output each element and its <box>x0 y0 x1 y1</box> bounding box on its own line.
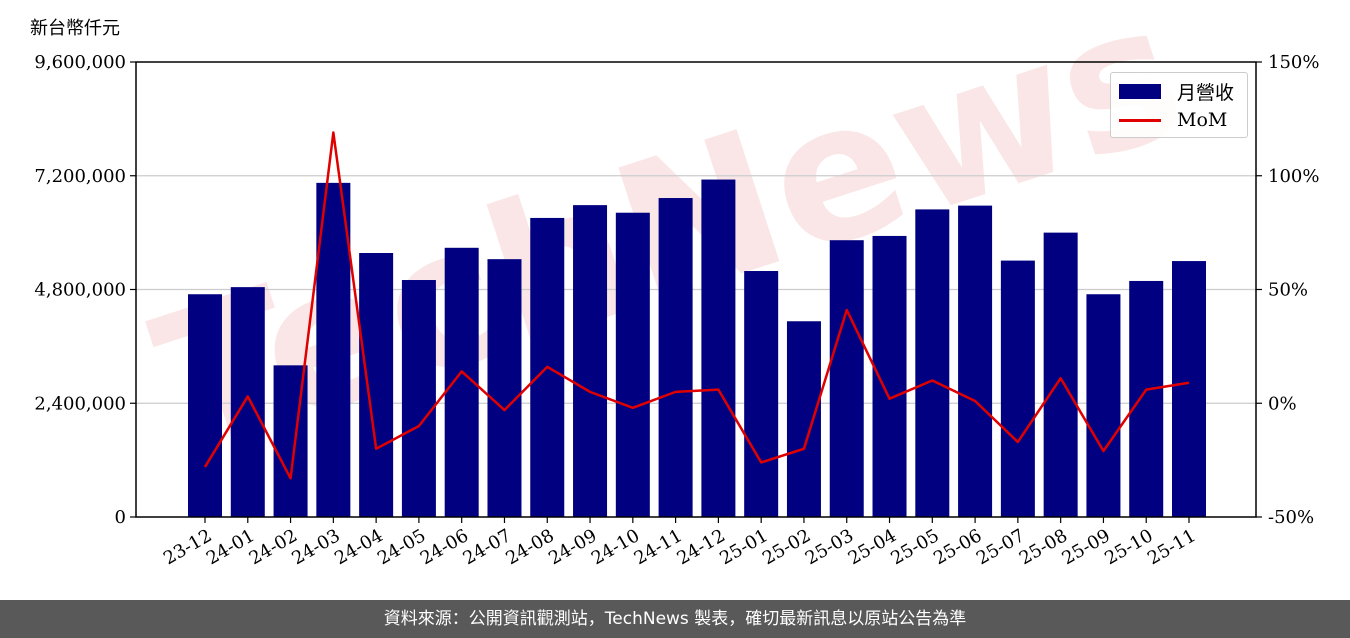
left-tick-label: 7,200,000 <box>34 166 126 187</box>
x-tick-label-25-07: 25-07 <box>973 525 1028 569</box>
x-tick-label-24-07: 24-07 <box>460 525 515 569</box>
revenue-bar-25-06 <box>958 205 993 517</box>
revenue-bar-24-07 <box>487 259 522 517</box>
left-axis: 0 2,400,000 4,800,000 7,200,000 9,600,000 <box>34 52 136 528</box>
legend-item-mom: MoM <box>1119 108 1227 132</box>
x-tick-label-24-04: 24-04 <box>331 525 386 569</box>
revenue-bar-25-03 <box>829 240 864 518</box>
x-tick-label-24-10: 24-10 <box>588 525 643 569</box>
right-tick-label: 50% <box>1268 280 1308 301</box>
legend-line-swatch <box>1119 118 1161 122</box>
right-tick-label: -50% <box>1268 507 1314 528</box>
x-tick-label-24-12: 24-12 <box>673 525 728 569</box>
x-tick-label-25-03: 25-03 <box>802 525 857 569</box>
revenue-bar-25-09 <box>1086 294 1121 517</box>
x-tick-label-23-12: 23-12 <box>160 525 215 569</box>
revenue-bar-24-05 <box>401 280 436 517</box>
revenue-bar-25-01 <box>744 271 779 517</box>
x-tick-label-25-09: 25-09 <box>1058 525 1113 569</box>
revenue-bar-24-12 <box>701 179 736 517</box>
y-axis-unit-label: 新台幣仟元 <box>30 18 120 39</box>
x-tick-label-25-05: 25-05 <box>887 525 942 569</box>
revenue-bar-24-01 <box>230 287 265 517</box>
chart-area: TechNews 02,400,0004,800,0007,200,0009,6… <box>30 0 1319 569</box>
revenue-bar-25-07 <box>1000 260 1035 517</box>
mom-line <box>203 131 1190 480</box>
x-axis: 23-1224-0124-0224-0324-0424-0524-0624-07… <box>160 517 1200 569</box>
revenue-bar-24-04 <box>359 253 394 518</box>
x-tick-label-25-11: 25-11 <box>1144 525 1199 569</box>
left-tick-label: 0 <box>115 507 126 528</box>
bar-series <box>188 179 1206 518</box>
source-footer: 資料來源：公開資訊觀測站，TechNews 製表，確切最新訊息以原站公告為準 <box>0 600 1350 638</box>
x-tick-label-24-03: 24-03 <box>288 525 343 569</box>
x-tick-label-25-08: 25-08 <box>1016 525 1071 569</box>
x-tick-label-24-06: 24-06 <box>417 525 472 569</box>
legend: 月營收 MoM <box>1110 72 1248 138</box>
legend-bar-swatch <box>1119 83 1161 99</box>
revenue-bar-24-09 <box>573 205 608 517</box>
revenue-bar-25-11 <box>1172 261 1206 517</box>
x-tick-label-25-01: 25-01 <box>716 525 771 569</box>
revenue-bar-25-02 <box>786 321 821 517</box>
revenue-chart: TechNews 02,400,0004,800,0007,200,0009,6… <box>34 0 1319 569</box>
x-tick-label-25-04: 25-04 <box>845 525 900 569</box>
right-axis: -50% 0% 50% 100% 150% <box>1256 52 1319 528</box>
left-tick-label: 9,600,000 <box>34 52 126 73</box>
x-tick-label-25-06: 25-06 <box>930 525 985 569</box>
legend-item-revenue: 月營收 <box>1119 79 1235 104</box>
revenue-bar-24-03 <box>316 182 351 517</box>
left-tick-label: 2,400,000 <box>34 393 126 414</box>
x-tick-label-24-11: 24-11 <box>631 525 686 569</box>
right-tick-label: 0% <box>1268 393 1297 414</box>
revenue-bar-25-05 <box>915 209 950 517</box>
revenue-bar-25-08 <box>1043 232 1078 517</box>
revenue-bar-23-12 <box>188 294 222 517</box>
right-tick-label: 100% <box>1268 166 1319 187</box>
revenue-bar-24-11 <box>658 198 693 517</box>
x-tick-label-24-09: 24-09 <box>545 525 600 569</box>
x-tick-label-24-05: 24-05 <box>374 525 429 569</box>
x-tick-label-24-01: 24-01 <box>203 525 258 569</box>
x-tick-label-25-10: 25-10 <box>1101 525 1156 569</box>
revenue-bar-25-10 <box>1129 280 1164 517</box>
x-tick-label-24-02: 24-02 <box>246 525 301 569</box>
revenue-bar-24-10 <box>615 212 650 517</box>
mom-line-series <box>203 131 1190 480</box>
left-tick-label: 4,800,000 <box>34 280 126 301</box>
x-tick-label-25-02: 25-02 <box>759 525 814 569</box>
right-tick-label: 150% <box>1268 52 1319 73</box>
legend-label-mom: MoM <box>1177 109 1228 131</box>
legend-label-revenue: 月營收 <box>1177 81 1235 104</box>
x-tick-label-24-08: 24-08 <box>502 525 557 569</box>
